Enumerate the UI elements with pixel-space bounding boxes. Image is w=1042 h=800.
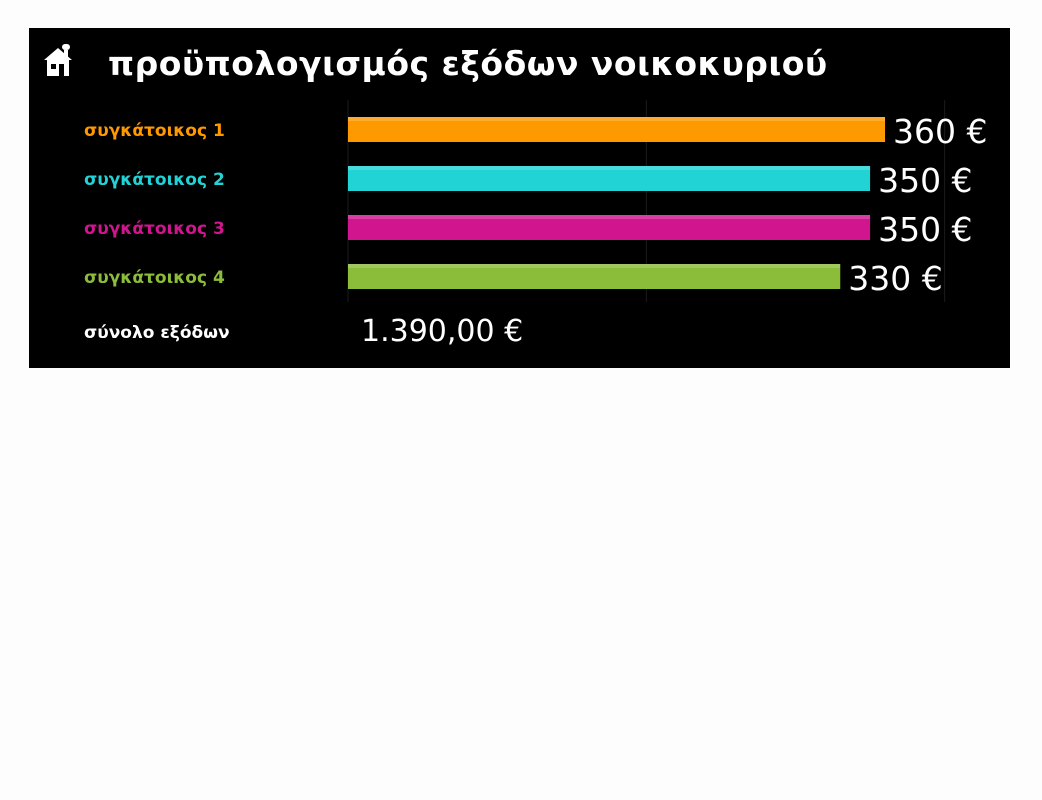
- bar: [348, 264, 841, 289]
- value-label: 350 €: [878, 161, 972, 200]
- chart-panel: [29, 28, 1010, 368]
- value-label: 330 €: [848, 259, 942, 298]
- category-label: συγκάτοικος 3: [84, 219, 225, 239]
- chart-title: προϋπολογισμός εξόδων νοικοκυριού: [108, 44, 828, 83]
- total-value: 1.390,00 €: [361, 314, 524, 349]
- total-label: σύνολο εξόδων: [84, 323, 230, 343]
- bar-chart: συγκάτοικος 1 360 € συγκάτοικος 2 350 € συγκ…: [84, 100, 987, 302]
- bar-highlight: [348, 264, 841, 268]
- bar: [348, 215, 871, 240]
- bar: [348, 117, 885, 142]
- bar-highlight: [348, 166, 871, 170]
- bar: [348, 166, 871, 191]
- value-label: 360 €: [893, 112, 987, 151]
- home-icon: [44, 44, 72, 76]
- category-label: συγκάτοικος 1: [84, 121, 225, 141]
- bar-highlight: [348, 117, 885, 121]
- value-label: 350 €: [878, 210, 972, 249]
- category-label: συγκάτοικος 2: [84, 170, 225, 190]
- bar-highlight: [348, 215, 871, 219]
- category-label: συγκάτοικος 4: [84, 268, 225, 288]
